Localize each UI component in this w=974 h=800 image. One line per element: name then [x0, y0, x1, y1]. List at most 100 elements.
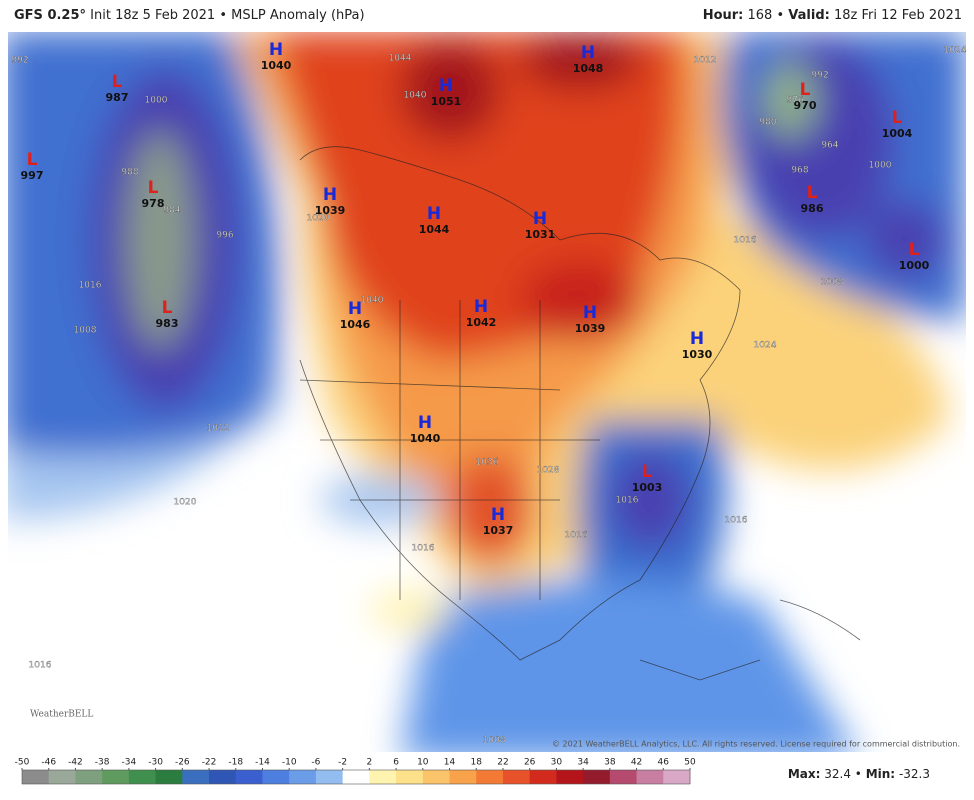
separator: • — [854, 767, 862, 781]
center-type: H — [323, 185, 337, 205]
center-type: L — [112, 72, 123, 92]
colorbar-cell — [128, 770, 157, 784]
center-value: 1044 — [419, 223, 450, 236]
colorbar-cell — [556, 770, 584, 784]
center-type: L — [148, 178, 159, 198]
colorbar-label: -30 — [148, 758, 163, 768]
isobar-label: 1008 — [74, 326, 97, 336]
colorbar-label: -6 — [311, 758, 320, 768]
center-value: 997 — [21, 169, 44, 182]
isobar-label: 992 — [11, 56, 28, 66]
center-type: L — [892, 108, 903, 128]
isobar-label: 1016 — [565, 531, 588, 541]
isobar-label: 1040 — [404, 91, 427, 101]
isobar-label: 980 — [759, 118, 776, 128]
center-value: 970 — [794, 99, 817, 112]
colorbar-cell — [449, 770, 477, 784]
isobar-label: 988 — [121, 168, 138, 178]
valid: 18z Fri 12 Feb 2021 — [833, 8, 962, 23]
colorbar-label: 34 — [577, 758, 589, 768]
isobar-label: 968 — [791, 166, 808, 176]
coastlines — [299, 146, 861, 681]
center-type: H — [269, 40, 283, 60]
max-label: Max: — [787, 767, 821, 781]
colorbar-label: 10 — [417, 758, 429, 768]
center-value: 1048 — [573, 62, 604, 75]
colorbar-label: -2 — [338, 758, 347, 768]
isobar-label: 1028 — [537, 466, 560, 476]
colorbar-label: 50 — [684, 758, 696, 768]
colorbar-cell — [315, 770, 344, 784]
center-type: L — [162, 298, 173, 318]
colorbar-label: -26 — [175, 758, 190, 768]
colorbar-label: -18 — [228, 758, 243, 768]
isobar-label: 1012 — [694, 56, 717, 66]
colorbar-cell — [235, 770, 263, 784]
colorbar-cell — [342, 770, 370, 784]
center-value: 986 — [801, 202, 824, 215]
center-value: 1004 — [882, 127, 913, 140]
center-type: H — [533, 209, 547, 229]
colorbar-frame — [21, 769, 691, 785]
isobar-label: 1016 — [734, 236, 757, 246]
center-type: L — [27, 150, 38, 170]
valid-label: Valid: — [788, 8, 830, 23]
center-value: 1039 — [315, 204, 346, 217]
colorbar-cell — [529, 770, 557, 784]
colorbar-label: 26 — [524, 758, 536, 768]
center-value: 987 — [106, 91, 129, 104]
colorbar-cell — [422, 770, 451, 784]
center-value: 1039 — [575, 322, 606, 335]
colorbar-cell — [22, 770, 50, 784]
copyright: © 2021 WeatherBELL Analytics, LLC. All r… — [552, 740, 960, 749]
center-type: H — [583, 303, 597, 323]
isobar-label: 1024 — [754, 341, 777, 351]
colorbar-label: 18 — [471, 758, 483, 768]
center-type: H — [474, 297, 488, 317]
colorbar-label: -38 — [95, 758, 110, 768]
colorbar-cell — [476, 770, 504, 784]
colorbar-cell — [609, 770, 638, 784]
center-value: 1046 — [340, 318, 371, 331]
colorbar-cell — [583, 770, 611, 784]
isobar-label: 1036 — [476, 458, 499, 468]
isobar-label: 1008 — [483, 736, 506, 746]
center-value: 1040 — [410, 432, 441, 445]
isobar-label: 964 — [821, 141, 838, 151]
hour-label: Hour: — [702, 8, 744, 23]
isobar-label: 1044 — [389, 54, 412, 64]
field — [8, 32, 966, 752]
isobar-label: 984 — [163, 206, 180, 216]
center-value: 983 — [156, 317, 179, 330]
center-type: H — [581, 43, 595, 63]
colorbar-label: -46 — [41, 758, 56, 768]
center-value: 1037 — [483, 524, 514, 537]
colorbar-label: 22 — [497, 758, 508, 768]
colorbar-label: -42 — [68, 758, 83, 768]
valid-time: Hour: 168 • Valid: 18z Fri 12 Feb 2021 — [703, 8, 962, 23]
colorbar-cell — [209, 770, 237, 784]
center-type: L — [807, 183, 818, 203]
center-value: 978 — [142, 197, 165, 210]
colorbar-label: 6 — [393, 758, 399, 768]
colorbar-cell — [663, 770, 691, 784]
colorbar-label: 42 — [631, 758, 642, 768]
isobar-label: 976 — [786, 96, 803, 106]
isobar-label: 1020 — [174, 498, 197, 508]
colorbar-label: 2 — [366, 758, 372, 768]
isobar-label: 1016 — [616, 496, 639, 506]
logo: WeatherBELL — [30, 710, 93, 720]
isobar-label: 1000 — [869, 161, 892, 171]
colorbar-cell — [289, 770, 317, 784]
colorbar-label: -34 — [122, 758, 137, 768]
isobar-label: 996 — [216, 231, 233, 241]
colorbar-label: 14 — [444, 758, 456, 768]
center-value: 1040 — [261, 59, 292, 72]
isobar-label: 1016 — [725, 516, 748, 526]
isobar-label: 1040 — [361, 296, 384, 306]
center-type: H — [690, 329, 704, 349]
colorbar-cell — [636, 770, 664, 784]
title: GFS 0.25° Init 18z 5 Feb 2021 • MSLP Ano… — [14, 8, 365, 23]
